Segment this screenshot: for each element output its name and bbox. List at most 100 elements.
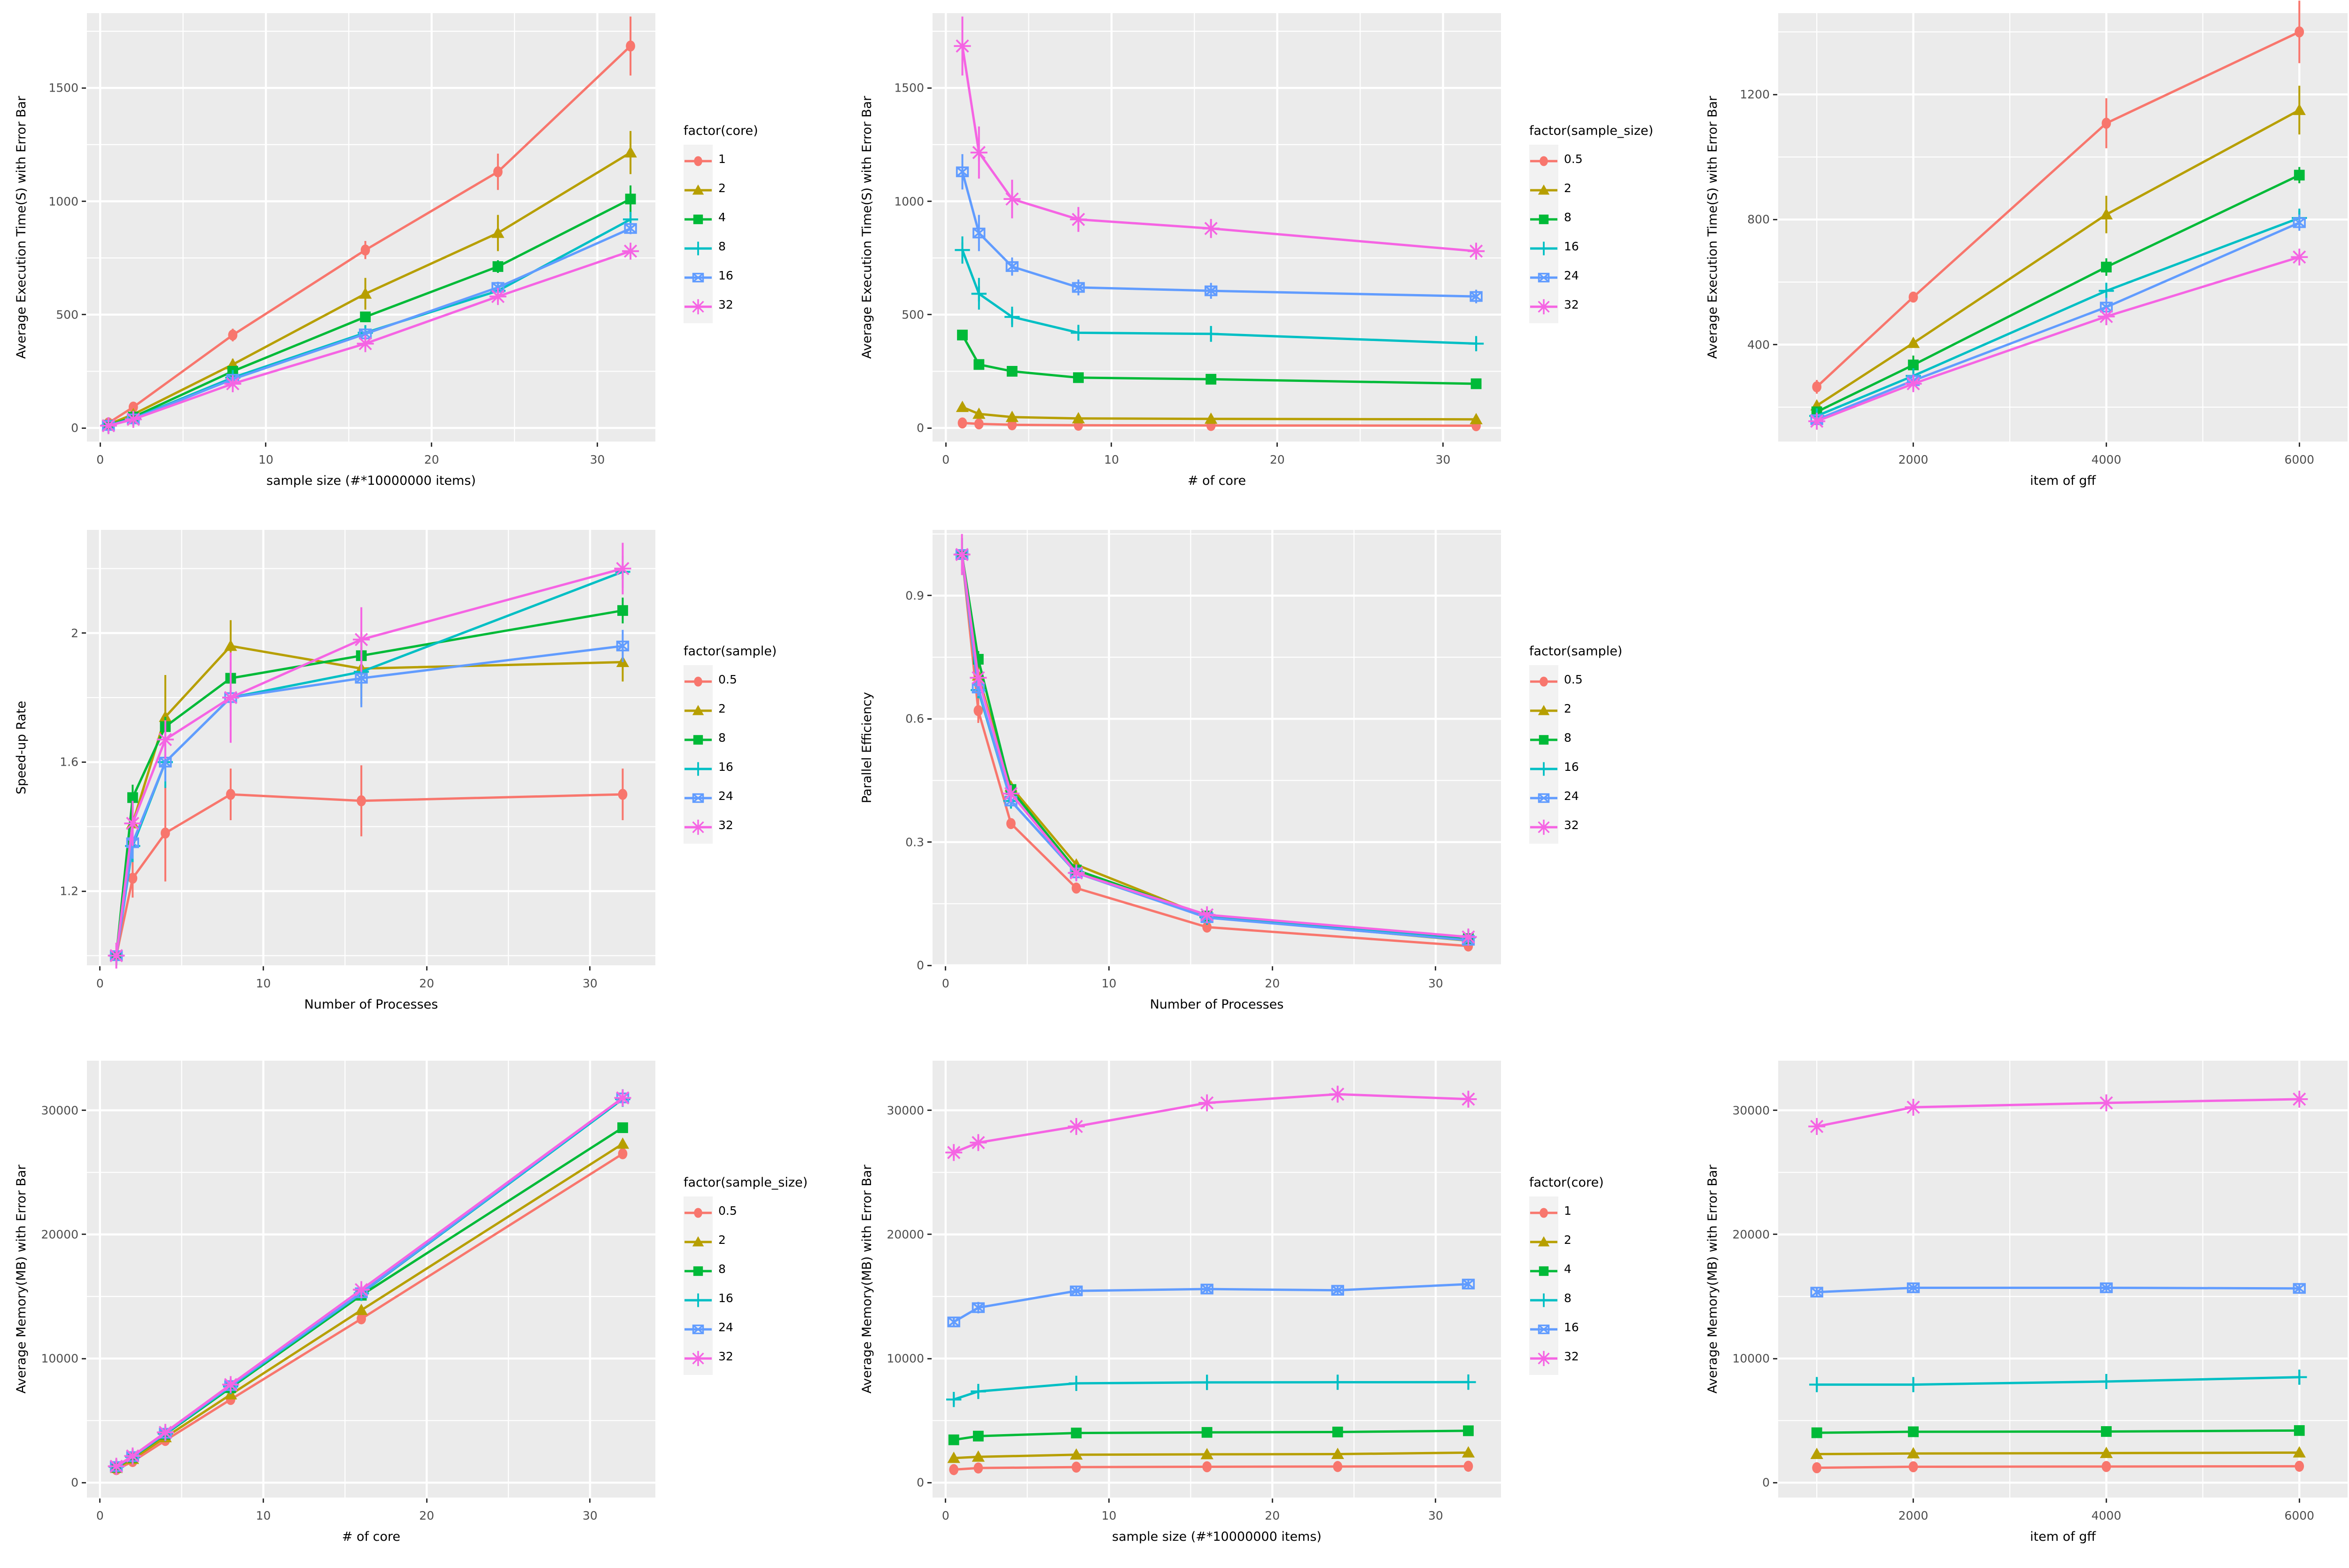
chart-panel-p3: 400 800 1200 2000 4000 6000 item of gff Average… (1691, 0, 2349, 517)
data-point-marker (1200, 1448, 1213, 1459)
data-point-marker (1199, 1374, 1215, 1390)
x-axis-tick-label: 30 (1428, 1509, 1443, 1522)
legend-item[interactable] (1529, 754, 1558, 784)
series-line (108, 151, 631, 426)
legend-item[interactable] (684, 1315, 713, 1344)
legend-item[interactable] (1529, 696, 1558, 725)
legend-item[interactable] (1529, 784, 1558, 813)
legend-item[interactable] (1529, 205, 1558, 234)
legend-item[interactable] (1529, 1198, 1558, 1227)
series-line (115, 567, 623, 956)
data-point-marker (1812, 381, 1822, 393)
legend-key-column (1529, 1196, 1558, 1375)
legend-item[interactable] (1529, 725, 1558, 754)
legend-key (684, 1344, 713, 1373)
series-line (961, 554, 1469, 947)
legend-item[interactable] (1529, 667, 1558, 696)
legend-key (684, 813, 713, 842)
legend-item[interactable] (684, 1286, 713, 1315)
series-line (961, 334, 1477, 385)
legend-item[interactable] (684, 667, 713, 696)
legend-item[interactable] (684, 784, 713, 813)
data-point-marker (360, 311, 371, 323)
legend-item[interactable] (1529, 1257, 1558, 1286)
data-point-marker (624, 146, 637, 158)
x-axis-tick-mark (589, 966, 591, 970)
legend-item[interactable] (1529, 1227, 1558, 1257)
legend-item[interactable] (684, 813, 713, 842)
x-axis-tick-mark (263, 966, 264, 970)
series-line (115, 570, 623, 956)
y-axis-title: Speed-up Rate (14, 700, 29, 795)
x-axis-title: item of gff (2030, 1529, 2096, 1544)
data-point-marker (2291, 1090, 2308, 1108)
legend-item-label: 16 (718, 760, 733, 774)
data-point-marker (1906, 336, 1920, 348)
legend-item-label: 1 (718, 152, 726, 166)
chart-canvas (1778, 0, 2348, 442)
x-axis-tick-mark (1271, 1498, 1273, 1503)
chart-panel-p1: 0 500 1000 1500 0 10 20 30 sample size (#*100000… (0, 0, 846, 517)
legend-item[interactable] (684, 1257, 713, 1286)
legend-item[interactable] (1529, 234, 1558, 263)
y-axis-tick-mark (82, 1482, 86, 1483)
x-axis-tick-label: 2000 (1898, 1509, 1929, 1522)
legend-item[interactable] (1529, 1344, 1558, 1373)
legend-item[interactable] (1529, 263, 1558, 292)
legend-title: factor(sample_size) (1529, 124, 1654, 138)
legend-item[interactable] (1529, 1286, 1558, 1315)
series-line (1816, 256, 2300, 423)
series-line (962, 406, 1477, 421)
legend-item[interactable] (1529, 147, 1558, 176)
data-point-marker (1462, 1446, 1475, 1458)
legend-key (684, 205, 713, 234)
x-axis-title: item of gff (2030, 474, 2096, 488)
y-axis-tick-label: 30000 (887, 1103, 924, 1118)
data-point-marker (1203, 326, 1219, 342)
legend-item[interactable] (684, 205, 713, 234)
legend-item[interactable] (1529, 176, 1558, 205)
legend-item[interactable] (684, 1198, 713, 1227)
legend-item[interactable] (684, 234, 713, 263)
chart-canvas (933, 1061, 1501, 1498)
y-axis-tick-mark (1773, 93, 1777, 95)
legend-key-triangle-icon (1530, 1236, 1557, 1247)
legend-item-label: 32 (1564, 818, 1579, 832)
y-axis-tick-label: 500 (902, 308, 924, 322)
legend-item-label: 0.5 (718, 1204, 737, 1218)
data-point-marker (955, 242, 970, 258)
legend-key-square-icon (684, 214, 712, 225)
x-axis-tick-label: 10 (258, 453, 273, 466)
legend-key-asterisk-icon (1530, 299, 1557, 315)
y-axis-title: Average Execution Time(S) with Error Bar (860, 96, 874, 359)
y-axis-tick-label: 1200 (1740, 87, 1770, 101)
series-line (1816, 217, 2300, 417)
data-point-marker (1206, 373, 1217, 385)
legend-item[interactable] (1529, 1315, 1558, 1344)
legend-item[interactable] (684, 1227, 713, 1257)
legend-item[interactable] (684, 263, 713, 292)
y-axis-tick-mark (927, 718, 932, 720)
x-axis-tick-mark (426, 966, 428, 970)
legend-item[interactable] (684, 696, 713, 725)
legend-item[interactable] (684, 176, 713, 205)
series-line (953, 1381, 1469, 1401)
legend-item[interactable] (684, 292, 713, 321)
data-point-marker (127, 792, 138, 803)
x-axis-tick-mark (1271, 966, 1273, 970)
chart-canvas (933, 530, 1501, 967)
series-line (116, 1126, 623, 1468)
legend-item[interactable] (684, 1344, 713, 1373)
y-axis-tick-mark (927, 964, 932, 966)
legend-key-plus-icon (684, 1293, 712, 1307)
y-axis-tick-label: 1.2 (60, 884, 78, 898)
legend-item[interactable] (684, 147, 713, 176)
series-line (961, 554, 1469, 940)
legend-item[interactable] (1529, 813, 1558, 842)
x-axis-tick-mark (431, 442, 433, 447)
legend-item[interactable] (1529, 292, 1558, 321)
legend-item[interactable] (684, 725, 713, 754)
data-point-marker (1070, 1285, 1083, 1296)
legend-item[interactable] (684, 754, 713, 784)
data-point-marker (972, 227, 986, 239)
